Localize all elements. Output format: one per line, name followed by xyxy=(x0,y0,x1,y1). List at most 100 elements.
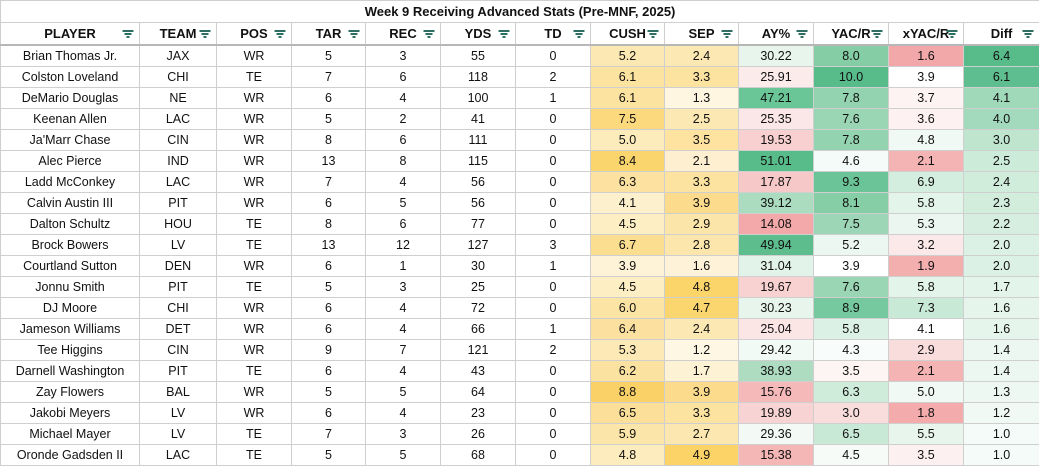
cell-xyac[interactable]: 2.1 xyxy=(888,150,964,172)
cell-player[interactable]: Dalton Schultz xyxy=(0,213,140,235)
cell-xyac[interactable]: 3.9 xyxy=(888,66,964,88)
cell-rec[interactable]: 3 xyxy=(365,276,441,298)
cell-team[interactable]: DEN xyxy=(139,255,217,277)
cell-cush[interactable]: 8.4 xyxy=(590,150,665,172)
cell-pos[interactable]: WR xyxy=(216,318,292,340)
cell-yac[interactable]: 9.3 xyxy=(813,171,889,193)
cell-yds[interactable]: 41 xyxy=(440,108,516,130)
cell-rec[interactable]: 6 xyxy=(365,129,441,151)
cell-ay[interactable]: 30.22 xyxy=(738,44,814,67)
cell-xyac[interactable]: 4.8 xyxy=(888,129,964,151)
cell-diff[interactable]: 1.0 xyxy=(962,444,1039,466)
cell-td[interactable]: 3 xyxy=(515,234,591,256)
cell-ay[interactable]: 47.21 xyxy=(738,87,814,109)
cell-sep[interactable]: 1.6 xyxy=(664,255,739,277)
filter-icon[interactable] xyxy=(721,30,732,38)
cell-ay[interactable]: 19.89 xyxy=(738,402,814,424)
cell-sep[interactable]: 3.9 xyxy=(664,192,739,214)
cell-yac[interactable]: 4.3 xyxy=(813,339,889,361)
cell-diff[interactable]: 1.4 xyxy=(962,339,1039,361)
cell-tar[interactable]: 7 xyxy=(291,66,366,88)
cell-player[interactable]: Tee Higgins xyxy=(0,339,140,361)
cell-yac[interactable]: 6.5 xyxy=(813,423,889,445)
cell-team[interactable]: HOU xyxy=(139,213,217,235)
cell-tar[interactable]: 8 xyxy=(291,129,366,151)
cell-player[interactable]: DJ Moore xyxy=(0,297,140,319)
cell-sep[interactable]: 4.9 xyxy=(664,444,739,466)
filter-icon[interactable] xyxy=(871,30,882,38)
cell-rec[interactable]: 5 xyxy=(365,381,441,403)
cell-sep[interactable]: 3.5 xyxy=(664,129,739,151)
cell-rec[interactable]: 8 xyxy=(365,150,441,172)
cell-td[interactable]: 1 xyxy=(515,255,591,277)
cell-cush[interactable]: 5.9 xyxy=(590,423,665,445)
filter-icon[interactable] xyxy=(348,30,359,38)
cell-tar[interactable]: 6 xyxy=(291,318,366,340)
cell-sep[interactable]: 2.1 xyxy=(664,150,739,172)
cell-pos[interactable]: TE xyxy=(216,213,292,235)
cell-diff[interactable]: 4.0 xyxy=(962,108,1039,130)
cell-td[interactable]: 0 xyxy=(515,44,591,67)
cell-player[interactable]: Brian Thomas Jr. xyxy=(0,44,140,67)
cell-yac[interactable]: 3.5 xyxy=(813,360,889,382)
cell-tar[interactable]: 13 xyxy=(291,150,366,172)
cell-team[interactable]: LAC xyxy=(139,171,217,193)
cell-team[interactable]: LV xyxy=(139,402,217,424)
cell-rec[interactable]: 3 xyxy=(365,44,441,67)
cell-cush[interactable]: 4.8 xyxy=(590,444,665,466)
cell-player[interactable]: Ladd McConkey xyxy=(0,171,140,193)
cell-team[interactable]: IND xyxy=(139,150,217,172)
cell-diff[interactable]: 2.0 xyxy=(962,255,1039,277)
cell-player[interactable]: Darnell Washington xyxy=(0,360,140,382)
cell-player[interactable]: Colston Loveland xyxy=(0,66,140,88)
cell-tar[interactable]: 5 xyxy=(291,276,366,298)
column-header-ay[interactable]: AY% xyxy=(738,22,814,46)
cell-ay[interactable]: 14.08 xyxy=(738,213,814,235)
cell-pos[interactable]: TE xyxy=(216,66,292,88)
cell-cush[interactable]: 6.3 xyxy=(590,171,665,193)
cell-team[interactable]: JAX xyxy=(139,44,217,67)
cell-yac[interactable]: 7.6 xyxy=(813,108,889,130)
cell-tar[interactable]: 5 xyxy=(291,108,366,130)
cell-ay[interactable]: 49.94 xyxy=(738,234,814,256)
cell-player[interactable]: Zay Flowers xyxy=(0,381,140,403)
cell-td[interactable]: 2 xyxy=(515,339,591,361)
cell-pos[interactable]: WR xyxy=(216,402,292,424)
cell-diff[interactable]: 6.4 xyxy=(962,44,1039,67)
cell-diff[interactable]: 1.0 xyxy=(962,423,1039,445)
cell-ay[interactable]: 30.23 xyxy=(738,297,814,319)
cell-team[interactable]: PIT xyxy=(139,192,217,214)
cell-xyac[interactable]: 5.5 xyxy=(888,423,964,445)
cell-sep[interactable]: 4.8 xyxy=(664,276,739,298)
cell-player[interactable]: Alec Pierce xyxy=(0,150,140,172)
cell-yds[interactable]: 127 xyxy=(440,234,516,256)
cell-rec[interactable]: 1 xyxy=(365,255,441,277)
cell-sep[interactable]: 3.3 xyxy=(664,402,739,424)
cell-diff[interactable]: 2.4 xyxy=(962,171,1039,193)
cell-tar[interactable]: 6 xyxy=(291,402,366,424)
cell-td[interactable]: 2 xyxy=(515,66,591,88)
cell-yac[interactable]: 8.9 xyxy=(813,297,889,319)
cell-td[interactable]: 1 xyxy=(515,318,591,340)
cell-td[interactable]: 0 xyxy=(515,402,591,424)
cell-player[interactable]: Oronde Gadsden II xyxy=(0,444,140,466)
cell-yac[interactable]: 7.8 xyxy=(813,87,889,109)
cell-xyac[interactable]: 1.9 xyxy=(888,255,964,277)
filter-icon[interactable] xyxy=(498,30,509,38)
cell-td[interactable]: 0 xyxy=(515,171,591,193)
cell-cush[interactable]: 8.8 xyxy=(590,381,665,403)
cell-cush[interactable]: 4.5 xyxy=(590,276,665,298)
cell-tar[interactable]: 6 xyxy=(291,360,366,382)
cell-diff[interactable]: 2.2 xyxy=(962,213,1039,235)
column-header-xyac[interactable]: xYAC/R xyxy=(888,22,964,46)
cell-yds[interactable]: 23 xyxy=(440,402,516,424)
cell-yds[interactable]: 64 xyxy=(440,381,516,403)
cell-td[interactable]: 0 xyxy=(515,192,591,214)
cell-pos[interactable]: WR xyxy=(216,255,292,277)
cell-yds[interactable]: 118 xyxy=(440,66,516,88)
cell-tar[interactable]: 6 xyxy=(291,297,366,319)
cell-yac[interactable]: 7.8 xyxy=(813,129,889,151)
cell-cush[interactable]: 4.1 xyxy=(590,192,665,214)
cell-team[interactable]: LAC xyxy=(139,108,217,130)
cell-pos[interactable]: WR xyxy=(216,44,292,67)
